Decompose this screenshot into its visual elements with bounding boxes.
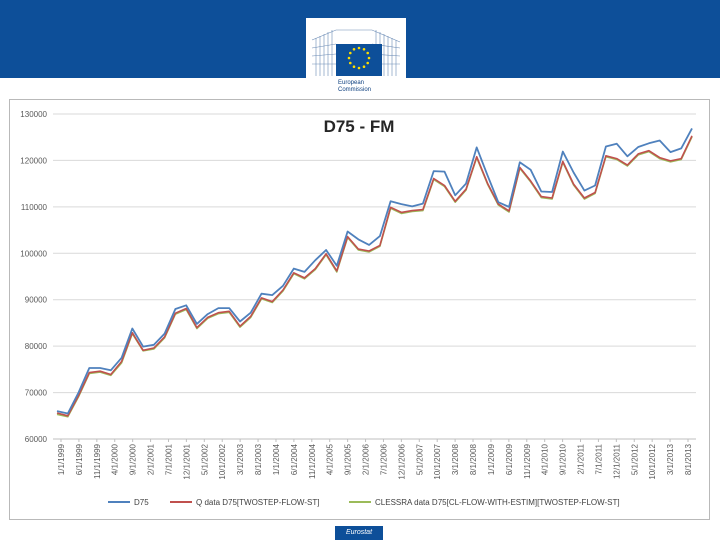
x-tick-label: 3/1/2008 <box>451 443 460 475</box>
legend-label-2: Q data D75[TWOSTEP-FLOW-ST] <box>196 498 319 507</box>
x-tick-label: 11/1/2004 <box>308 443 317 479</box>
x-tick-label: 4/1/2000 <box>111 443 120 475</box>
x-tick-label: 3/1/2013 <box>666 443 675 475</box>
x-tick-label: 2/1/2006 <box>362 443 371 475</box>
chart-frame: 60000 70000 80000 90000 100000 110000 120000 13… <box>9 99 710 520</box>
commission-building-icon <box>311 29 401 76</box>
logo-text-line-2: Commission <box>338 87 372 93</box>
x-tick-label: 9/1/2005 <box>344 443 353 475</box>
x-tick-label: 10/1/2007 <box>433 443 442 479</box>
x-tick-label: 9/1/2010 <box>559 443 568 475</box>
series-line-1 <box>56 127 693 415</box>
line-chart: 60000 70000 80000 90000 100000 110000 120000 13… <box>20 110 696 507</box>
x-tick-label: 2/1/2011 <box>577 443 586 474</box>
x-tick-label: 3/1/2003 <box>236 443 245 475</box>
x-tick-label: 11/1/1999 <box>93 443 102 479</box>
x-tick-label: 7/1/2001 <box>164 443 173 475</box>
x-tick-label: 7/1/2011 <box>594 443 603 474</box>
x-tick-label: 10/1/2002 <box>218 443 227 479</box>
x-tick-label: 6/1/2009 <box>505 443 514 475</box>
x-tick-label: 6/1/1999 <box>75 443 84 475</box>
y-tick-label: 120000 <box>20 156 47 165</box>
logo-wordmark: European Commission <box>338 80 404 94</box>
x-tick-label: 12/1/2011 <box>612 443 621 479</box>
x-tick-label: 12/1/2001 <box>182 443 191 479</box>
chart-title: D75 - FM <box>324 117 395 136</box>
x-tick-label: 1/1/2004 <box>272 443 281 475</box>
logo-text-line-1: European <box>338 80 365 86</box>
x-tick-label: 8/1/2008 <box>469 443 478 475</box>
y-tick-label: 80000 <box>25 342 48 351</box>
x-tick-label: 2/1/2001 <box>147 443 156 475</box>
y-tick-label: 90000 <box>25 296 48 305</box>
y-tick-label: 100000 <box>20 249 47 258</box>
x-tick-label: 1/1/2009 <box>487 443 496 475</box>
x-tick-label: 5/1/2002 <box>200 443 209 475</box>
x-tick-label: 7/1/2006 <box>379 443 388 475</box>
eurostat-badge: Eurostat <box>335 526 383 540</box>
x-tick-label: 8/1/2003 <box>254 443 263 475</box>
x-tick-label: 4/1/2010 <box>541 443 550 475</box>
x-tick-label: 1/1/1999 <box>57 443 66 475</box>
series-line-2 <box>56 135 693 417</box>
x-tick-label: 4/1/2005 <box>326 443 335 475</box>
x-tick-label: 12/1/2006 <box>397 443 406 479</box>
y-tick-label: 110000 <box>21 203 48 212</box>
x-tick-label: 8/1/2013 <box>684 443 693 475</box>
legend-label-3: CLESSRA data D75[CL-FLOW-WITH-ESTIM][TWO… <box>375 498 620 507</box>
y-tick-label: 130000 <box>20 110 47 119</box>
x-tick-label: 10/1/2012 <box>648 443 657 479</box>
legend-label-1: D75 <box>134 498 149 507</box>
x-tick-label: 9/1/2000 <box>129 443 138 475</box>
y-tick-label: 60000 <box>25 435 48 444</box>
x-tick-label: 5/1/2012 <box>630 443 639 475</box>
x-tick-label: 6/1/2004 <box>290 443 299 475</box>
european-commission-logo: European Commission <box>306 18 406 100</box>
y-tick-label: 70000 <box>25 389 48 398</box>
x-tick-label: 5/1/2007 <box>415 443 424 475</box>
x-tick-label: 11/1/2009 <box>523 443 532 479</box>
